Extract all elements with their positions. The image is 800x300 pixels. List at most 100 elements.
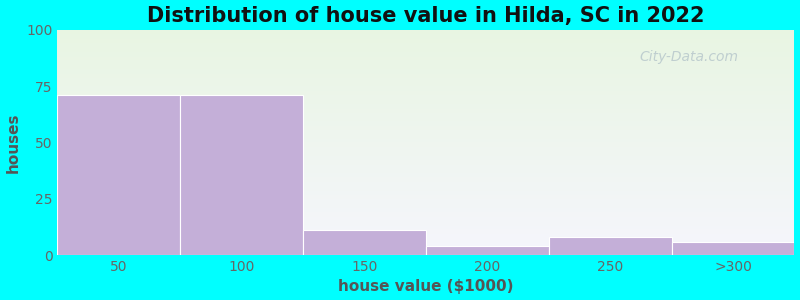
Bar bbox=[58, 58, 794, 59]
Bar bbox=[58, 78, 794, 80]
Bar bbox=[58, 65, 794, 66]
Bar bbox=[58, 146, 794, 147]
Bar bbox=[58, 156, 794, 157]
Bar bbox=[58, 86, 794, 87]
Bar bbox=[58, 98, 794, 99]
Bar bbox=[58, 56, 794, 57]
Bar bbox=[58, 168, 794, 169]
Bar bbox=[58, 101, 794, 102]
Bar bbox=[58, 180, 794, 181]
Bar bbox=[58, 74, 794, 75]
Bar bbox=[58, 121, 794, 122]
Bar bbox=[58, 154, 794, 155]
Bar bbox=[58, 236, 794, 237]
Bar bbox=[58, 225, 794, 226]
Bar bbox=[58, 237, 794, 238]
Bar bbox=[58, 186, 794, 188]
Bar bbox=[58, 84, 794, 85]
Bar bbox=[58, 155, 794, 156]
Bar bbox=[58, 209, 794, 210]
Bar bbox=[58, 131, 794, 132]
Bar bbox=[58, 61, 794, 62]
Bar bbox=[58, 239, 794, 240]
Bar bbox=[58, 248, 794, 249]
Bar bbox=[58, 202, 794, 203]
Y-axis label: houses: houses bbox=[6, 112, 21, 173]
Bar bbox=[58, 113, 794, 114]
Bar bbox=[58, 164, 794, 165]
Bar bbox=[58, 40, 794, 41]
Bar bbox=[58, 68, 794, 69]
Bar bbox=[58, 34, 794, 35]
Bar bbox=[58, 30, 794, 31]
Bar bbox=[58, 70, 794, 71]
Bar bbox=[58, 185, 794, 186]
Bar bbox=[58, 31, 794, 32]
Bar bbox=[58, 95, 794, 96]
Bar bbox=[58, 190, 794, 191]
Bar bbox=[58, 212, 794, 213]
Bar bbox=[58, 33, 794, 34]
Bar bbox=[58, 35, 794, 37]
Bar bbox=[58, 201, 794, 202]
Bar bbox=[58, 175, 794, 176]
Bar bbox=[58, 207, 794, 208]
Bar bbox=[58, 75, 794, 76]
Bar bbox=[58, 165, 794, 166]
Bar bbox=[58, 214, 794, 216]
Bar bbox=[58, 210, 794, 211]
Bar bbox=[58, 46, 794, 47]
Bar bbox=[58, 138, 794, 139]
Bar bbox=[58, 49, 794, 50]
Bar bbox=[58, 139, 794, 140]
Bar bbox=[58, 91, 794, 92]
Bar bbox=[58, 169, 794, 171]
Bar bbox=[58, 93, 794, 94]
Bar bbox=[58, 42, 794, 44]
Bar bbox=[58, 167, 794, 168]
Bar bbox=[58, 194, 794, 195]
Bar bbox=[58, 183, 794, 184]
Bar bbox=[58, 150, 794, 152]
Bar bbox=[671, 242, 794, 255]
Bar bbox=[58, 162, 794, 163]
Bar bbox=[58, 118, 794, 119]
Bar bbox=[58, 71, 794, 73]
Bar bbox=[58, 213, 794, 214]
Bar bbox=[58, 130, 794, 131]
Bar bbox=[58, 77, 794, 78]
Bar bbox=[58, 158, 794, 159]
Bar bbox=[58, 80, 794, 82]
Bar bbox=[58, 229, 794, 230]
Bar bbox=[58, 188, 794, 189]
Bar bbox=[58, 47, 794, 48]
Bar bbox=[58, 110, 794, 111]
Bar bbox=[58, 76, 794, 77]
Bar bbox=[58, 159, 794, 160]
Bar bbox=[58, 245, 794, 246]
Bar bbox=[58, 95, 180, 255]
Bar bbox=[58, 221, 794, 222]
Bar bbox=[58, 59, 794, 60]
Bar bbox=[58, 217, 794, 218]
Bar bbox=[58, 147, 794, 148]
Bar bbox=[58, 137, 794, 138]
Bar bbox=[58, 226, 794, 227]
Bar bbox=[58, 244, 794, 245]
Bar bbox=[58, 250, 794, 252]
Bar bbox=[58, 136, 794, 137]
Bar bbox=[58, 100, 794, 101]
Bar bbox=[58, 238, 794, 239]
Bar bbox=[58, 127, 794, 128]
Bar bbox=[58, 116, 794, 117]
Bar bbox=[58, 117, 794, 118]
Bar bbox=[58, 41, 794, 42]
Bar bbox=[58, 123, 794, 124]
Bar bbox=[58, 129, 794, 130]
Bar bbox=[58, 85, 794, 86]
Bar bbox=[58, 243, 794, 244]
Bar bbox=[58, 253, 794, 254]
Bar bbox=[58, 32, 794, 33]
Bar bbox=[58, 240, 794, 242]
Bar bbox=[58, 157, 794, 158]
